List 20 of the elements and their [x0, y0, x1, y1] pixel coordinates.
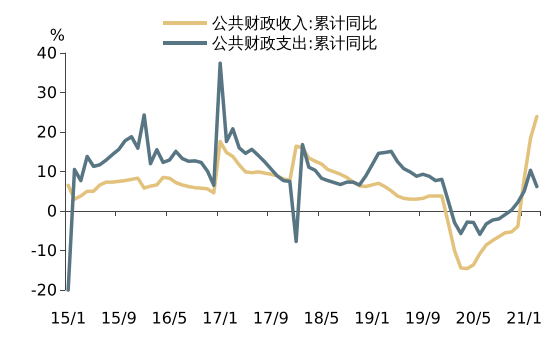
x-tick-label: 19/9 [404, 308, 441, 328]
y-tick-label: 10 [36, 162, 57, 181]
y-tick-label: 0 [46, 202, 57, 220]
x-tick-label: 15/1 [50, 308, 86, 328]
legend-label: 公共财政收入:累计同比 [212, 14, 378, 32]
x-tick-label: 17/1 [202, 308, 238, 328]
y-tick-label: -20 [30, 280, 57, 300]
x-tick-label: 19/1 [354, 308, 390, 328]
y-tick-label: 30 [36, 83, 57, 102]
x-tick-label: 20/5 [456, 308, 492, 328]
x-tick-label: 17/9 [252, 308, 289, 328]
y-tick-label: -10 [30, 241, 57, 260]
y-tick-label: 20 [36, 122, 57, 142]
x-tick-label: 21/1 [506, 308, 542, 328]
y-tick-label: 40 [36, 44, 57, 62]
x-tick-label: 16/5 [152, 308, 188, 328]
x-tick-label: 15/9 [100, 308, 137, 328]
x-tick-label: 18/5 [304, 308, 340, 328]
legend-label: 公共财政支出:累计同比 [212, 34, 378, 52]
y-axis-title: % [50, 26, 65, 44]
